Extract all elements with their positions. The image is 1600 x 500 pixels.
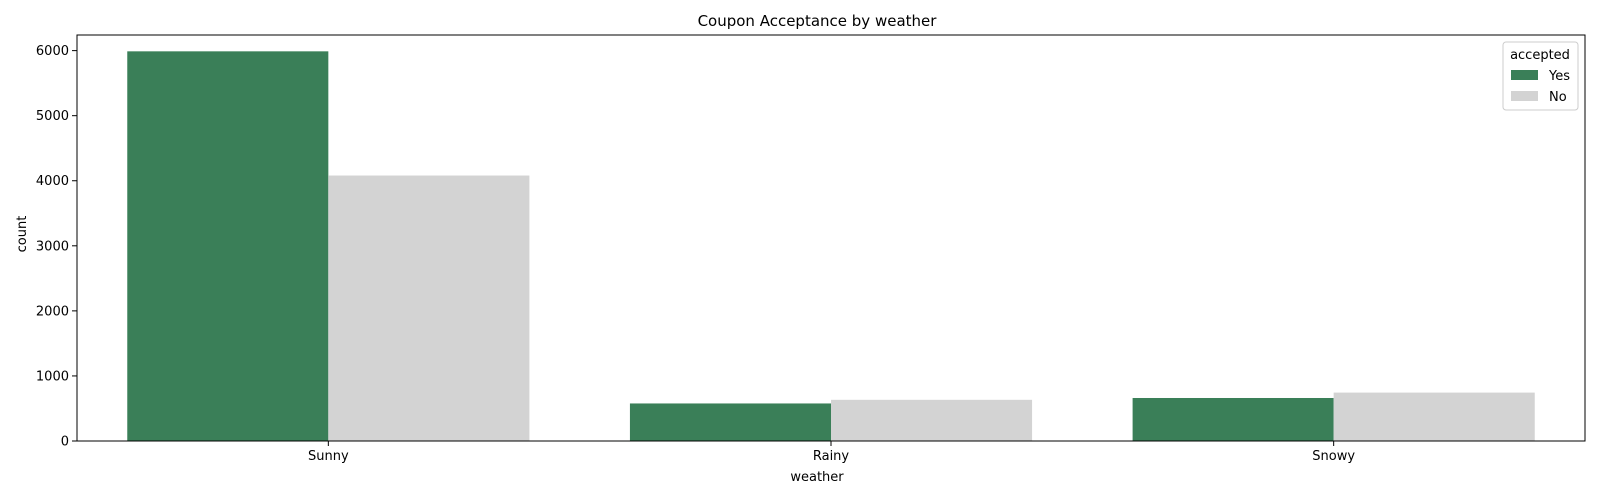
legend-label-yes: Yes	[1548, 69, 1570, 84]
y-tick-label: 5000	[36, 109, 69, 124]
plot-frame	[76, 34, 1586, 442]
x-tick-label-rainy: Rainy	[813, 449, 850, 464]
legend: accepted Yes No	[1502, 41, 1579, 111]
legend-swatch-no	[1511, 91, 1538, 101]
y-ticks-group: 0 1000 2000 3000 4000 5000 6000	[36, 44, 77, 450]
y-axis-label: count	[15, 216, 30, 253]
bars-group	[127, 51, 1535, 442]
y-tick-label: 6000	[36, 44, 69, 59]
bar-no-sunny	[328, 175, 530, 442]
bar-no-snowy	[1333, 392, 1535, 441]
y-tick-label: 0	[61, 435, 69, 450]
y-tick-label: 1000	[36, 369, 69, 384]
legend-label-no: No	[1549, 90, 1567, 105]
y-tick-label: 4000	[36, 174, 69, 189]
bar-yes-snowy	[1132, 397, 1334, 441]
chart-title: Coupon Acceptance by weather	[698, 12, 938, 30]
bar-yes-sunny	[127, 51, 329, 442]
x-axis-label: weather	[790, 470, 844, 485]
legend-title: accepted	[1510, 48, 1570, 63]
x-ticks-group: Sunny Rainy Snowy	[308, 441, 1355, 464]
bar-yes-rainy	[629, 403, 831, 441]
x-tick-label-sunny: Sunny	[308, 449, 349, 464]
x-tick-label-snowy: Snowy	[1312, 449, 1355, 464]
legend-swatch-yes	[1511, 70, 1538, 80]
y-tick-label: 3000	[36, 239, 69, 254]
bar-no-rainy	[831, 399, 1033, 441]
y-tick-label: 2000	[36, 304, 69, 319]
